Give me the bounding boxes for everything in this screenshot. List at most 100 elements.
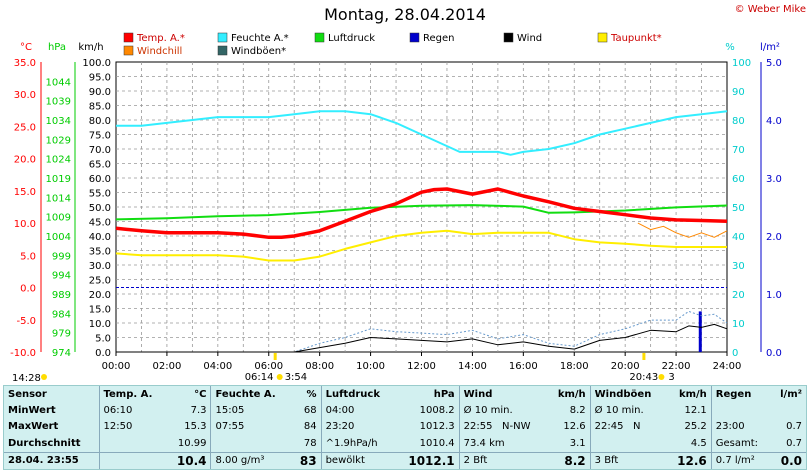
max-rain-value: 0.7 — [786, 421, 802, 433]
x-tick-label: 08:00 — [305, 361, 334, 372]
humidity-tick-label: 50 — [732, 203, 745, 214]
avg-temp-time — [98, 435, 167, 453]
x-tick-label: 20:00 — [611, 361, 640, 372]
series-line-windchill — [637, 222, 728, 238]
current-time-label: 14:28 — [12, 373, 41, 384]
legend-swatch — [217, 45, 228, 56]
series-line-wind — [116, 323, 728, 353]
legend-label: Regen — [423, 33, 455, 44]
legend-swatch — [314, 32, 325, 43]
legend-swatch — [597, 32, 608, 43]
x-tick-label: 06:00 — [254, 361, 283, 372]
avg-label: Durchschnitt — [8, 437, 81, 449]
weather-chart: 00:00 02:00 04:00 06:00 08:00 10:00 12:00 14:00… — [10, 32, 782, 384]
legend-swatch — [409, 32, 420, 43]
max-hum-value: 84 — [303, 421, 317, 433]
current-sun-icon — [41, 374, 47, 380]
hdr-wind-unit: km/h — [557, 388, 586, 400]
temp-tick-label: 30.0 — [14, 90, 36, 101]
max-temp-time: 12:50 — [98, 418, 167, 436]
temp-tick-label: 10.0 — [14, 219, 36, 230]
current-temp-time — [98, 451, 167, 469]
wind-tick-label: 80.0 — [89, 116, 111, 127]
min-gust-value: 12.1 — [684, 405, 707, 417]
current-wind-bft: 2 Bft — [458, 451, 548, 469]
max-wind-value: 12.6 — [563, 421, 586, 433]
hdr-rain-unit: l/m² — [780, 388, 802, 400]
avg-hum-time — [210, 435, 292, 453]
hdr-press: Luftdruck — [320, 386, 395, 403]
sunset-label: 20:43 — [629, 372, 658, 383]
max-temp-value: 15.3 — [184, 421, 207, 433]
hdr-gust: Windböen — [589, 386, 667, 403]
humidity-tick-label: 80 — [732, 116, 745, 127]
wind-tick-label: 85.0 — [89, 102, 111, 113]
x-tick-label: 12:00 — [407, 361, 436, 372]
humidity-tick-label: 0 — [732, 348, 738, 359]
min-rain-value — [771, 402, 806, 418]
wind-axis-unit: km/h — [78, 42, 103, 53]
temp-tick-label: -5.0 — [16, 316, 36, 327]
avg-temp-value: 10.99 — [177, 437, 207, 449]
avg-press-value: 1010.4 — [419, 437, 455, 449]
temp-tick-label: 15.0 — [14, 187, 36, 198]
wind-tick-label: 70.0 — [89, 145, 111, 156]
legend-label: Luftdruck — [328, 33, 375, 44]
x-tick-label: 02:00 — [153, 361, 182, 372]
stats-min-row: MinWert 06:10 7.3 15:05 68 04:00 1008.2 … — [4, 402, 806, 419]
x-tick-label: 00:00 — [102, 361, 131, 372]
current-label: 28.04. 23:55 — [4, 451, 100, 469]
current-hum-value: 83 — [291, 451, 322, 469]
pressure-tick-label: 1014 — [46, 193, 71, 204]
legend-label: Windchill — [137, 46, 182, 57]
moon-right-label: 3 — [668, 372, 674, 383]
wind-tick-label: 5.0 — [95, 334, 111, 345]
rain-tick-label: 5.0 — [766, 58, 782, 69]
current-sky: bewölkt — [320, 451, 395, 469]
max-gust-time: 22:45 N — [589, 418, 667, 436]
sunrise-label: 06:14 — [245, 372, 274, 383]
current-wind-value: 8.2 — [547, 451, 591, 469]
legend-label: Feuchte A.* — [231, 33, 289, 44]
wind-tick-label: 50.0 — [89, 203, 111, 214]
current-abs-humidity: 8.00 g/m³ — [210, 451, 292, 469]
max-gust-value: 25.2 — [684, 421, 707, 433]
pressure-tick-label: 1034 — [46, 116, 71, 127]
series-line-windböen — [116, 310, 728, 353]
avg-gust-value: 4.5 — [690, 437, 707, 449]
min-hum-time: 15:05 — [210, 402, 292, 419]
wind-tick-label: 60.0 — [89, 174, 111, 185]
wind-tick-label: 45.0 — [89, 218, 111, 229]
avg-gust-time — [589, 435, 667, 453]
current-press-value: 1012.1 — [394, 451, 460, 469]
pressure-tick-label: 994 — [52, 271, 71, 282]
hdr-gust-unit: km/h — [678, 388, 707, 400]
min-temp-value: 7.3 — [190, 405, 207, 417]
pressure-tick-label: 984 — [52, 309, 71, 320]
stats-header-row: Sensor Temp. A. °C Feuchte A. % Luftdruc… — [4, 386, 806, 403]
temp-tick-label: 0.0 — [20, 284, 36, 295]
temp-tick-label: 20.0 — [14, 155, 36, 166]
legend-label: Wind — [517, 33, 542, 44]
min-rain-time — [710, 402, 771, 419]
rain-tick-label: 3.0 — [766, 174, 782, 185]
humidity-tick-label: 90 — [732, 87, 745, 98]
hdr-hum: Feuchte A. — [210, 386, 292, 403]
rain-tick-label: 0.0 — [766, 348, 782, 359]
pressure-tick-label: 979 — [52, 329, 71, 340]
wind-tick-label: 15.0 — [89, 305, 111, 316]
series-line-taupunkt — [115, 229, 727, 262]
moon-icon — [658, 374, 665, 380]
max-hum-time: 07:55 — [210, 418, 292, 436]
pressure-tick-label: 989 — [52, 290, 71, 301]
humidity-tick-label: 10 — [732, 319, 745, 330]
stats-current-row: 28.04. 23:55 10.4 8.00 g/m³ 83 bewölkt 1… — [4, 451, 806, 469]
min-press-time: 04:00 — [320, 402, 395, 419]
min-press-value: 1008.2 — [419, 405, 455, 417]
min-temp-time: 06:10 — [98, 402, 167, 419]
rain-tick-label: 1.0 — [766, 290, 782, 301]
legend-swatch — [123, 32, 134, 43]
temp-tick-label: 25.0 — [14, 122, 36, 133]
hdr-press-unit: hPa — [433, 388, 455, 400]
min-wind-value: 8.2 — [569, 405, 586, 417]
